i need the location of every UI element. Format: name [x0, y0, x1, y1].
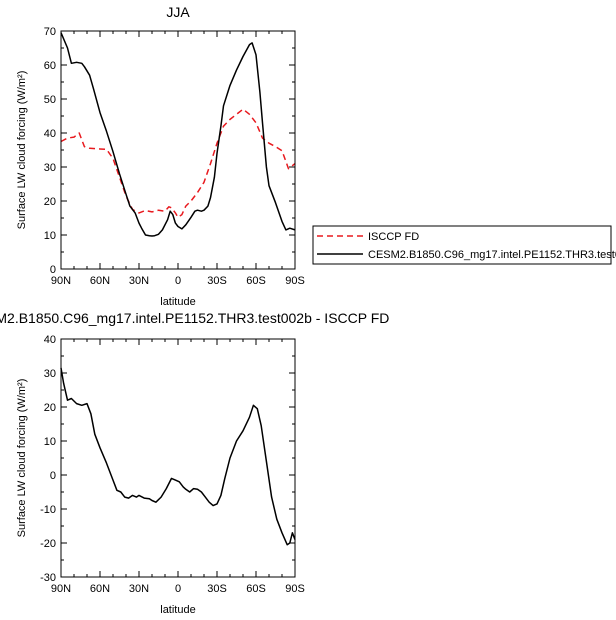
bottom-panel-title: CESM2.B1850.C96_mg17.intel.PE1152.THR3.t… — [0, 310, 389, 326]
top-y-tick-label: 20 — [44, 196, 56, 208]
top-x-axis-label: latitude — [160, 296, 195, 308]
top-x-tick-label: 90N — [51, 275, 71, 287]
top-x-tick-label: 0 — [175, 275, 181, 287]
bottom-y-tick-label: -30 — [40, 572, 56, 584]
top-series-line-0 — [60, 108, 296, 219]
top-y-tick-label: 70 — [44, 26, 56, 38]
bottom-y-axis-label: Surface LW cloud forcing (W/m²) — [16, 379, 28, 538]
bottom-x-tick-label: 90S — [285, 583, 305, 595]
top-y-tick-label: 30 — [44, 162, 56, 174]
top-x-tick-label: 60S — [246, 275, 266, 287]
legend-label-cesm: CESM2.B1850.C96_mg17.intel.PE1152.THR3.t… — [368, 249, 616, 261]
top-plot-frame — [60, 30, 296, 270]
legend: ISCCP FD CESM2.B1850.C96_mg17.intel.PE11… — [312, 225, 616, 265]
bottom-x-tick-label: 30N — [129, 583, 149, 595]
bottom-x-tick-label: 90N — [51, 583, 71, 595]
top-y-tick-label: 60 — [44, 60, 56, 72]
top-panel-title: JJA — [166, 4, 190, 20]
top-series-line-1 — [60, 32, 296, 237]
bottom-x-tick-label: 60S — [246, 583, 266, 595]
bottom-y-tick-label: 20 — [44, 402, 56, 414]
bottom-y-tick-label: -10 — [40, 504, 56, 516]
top-y-tick-label: 0 — [50, 264, 56, 276]
bottom-x-tick-label: 30S — [207, 583, 227, 595]
top-y-tick-label: 50 — [44, 94, 56, 106]
top-y-tick-label: 40 — [44, 128, 56, 140]
top-x-tick-label: 30S — [207, 275, 227, 287]
top-panel: JJA 90N 60N 30N 0 30S 60S 90S 0 10 20 30 40 50 60 70 l… — [16, 4, 305, 308]
bottom-y-tick-label: 30 — [44, 368, 56, 380]
bottom-series-line-0 — [60, 367, 296, 546]
bottom-x-tick-label: 60N — [90, 583, 110, 595]
bottom-y-tick-label: 10 — [44, 436, 56, 448]
bottom-x-axis-label: latitude — [160, 604, 195, 616]
bottom-y-tick-label: 0 — [50, 470, 56, 482]
bottom-plot-frame — [60, 338, 296, 578]
bottom-y-tick-label: -20 — [40, 538, 56, 550]
top-y-tick-label: 10 — [44, 230, 56, 242]
bottom-panel: CESM2.B1850.C96_mg17.intel.PE1152.THR3.t… — [0, 310, 389, 616]
legend-label-isccp: ISCCP FD — [368, 231, 419, 243]
legend-box — [312, 225, 612, 265]
top-y-axis-label: Surface LW cloud forcing (W/m²) — [16, 71, 28, 230]
top-x-tick-label: 30N — [129, 275, 149, 287]
top-x-tick-label: 60N — [90, 275, 110, 287]
bottom-y-tick-label: 40 — [44, 334, 56, 346]
bottom-x-tick-label: 0 — [175, 583, 181, 595]
top-x-tick-label: 90S — [285, 275, 305, 287]
